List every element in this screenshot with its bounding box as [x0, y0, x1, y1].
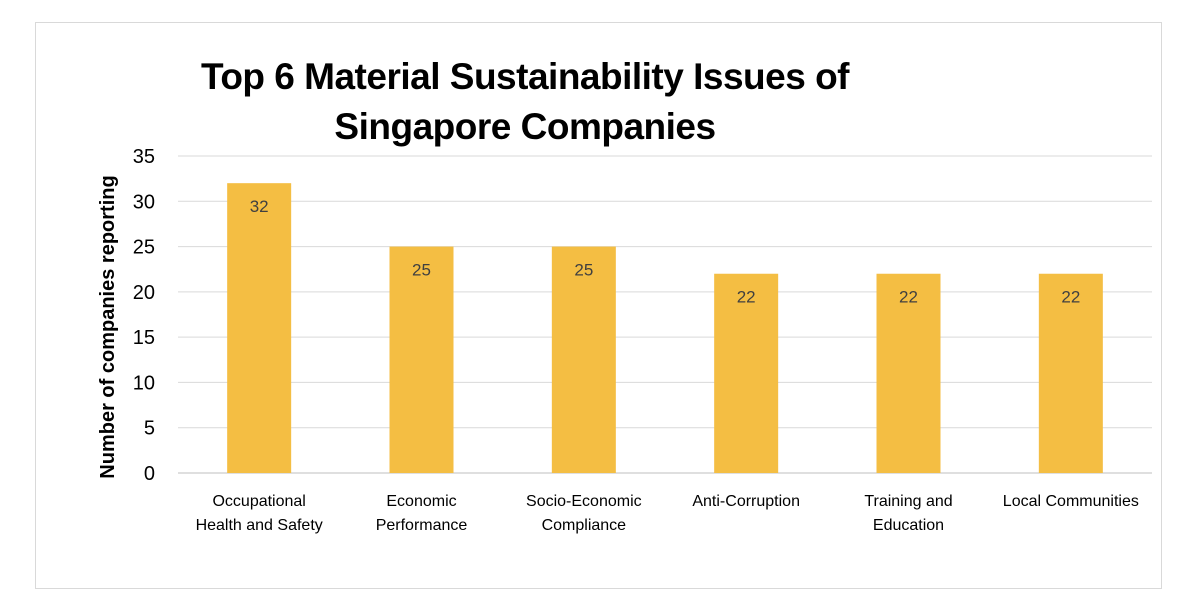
y-tick-label: 15 [133, 327, 155, 349]
y-tick-label: 0 [144, 463, 155, 485]
y-tick-label: 5 [144, 418, 155, 440]
x-category-label: Anti-Corruption [692, 493, 800, 510]
y-tick-labels: 0 5 10 15 20 25 30 35 [133, 146, 155, 485]
data-label: 22 [1061, 288, 1080, 307]
x-category-label: Local Communities [1003, 493, 1139, 510]
bar [1038, 273, 1103, 473]
bar [389, 246, 454, 473]
x-category-label: Economic Performance [376, 493, 468, 534]
bar [714, 273, 779, 473]
x-category-labels: Occupational Health and Safety Economic Per… [196, 493, 1139, 534]
data-label: 25 [412, 261, 431, 280]
gridlines [178, 155, 1152, 474]
x-category-label: Socio-Economic Compliance [526, 493, 642, 534]
chart-title-line-1: Top 6 Material Sustainability Issues of [200, 56, 850, 97]
x-category-label: Occupational Health and Safety [196, 493, 323, 534]
bar [227, 183, 292, 473]
y-tick-label: 20 [133, 282, 155, 304]
data-label: 22 [899, 288, 918, 307]
bar [551, 246, 616, 473]
data-label: 22 [737, 288, 756, 307]
y-axis-title: Number of companies reporting [97, 175, 119, 478]
y-tick-label: 30 [133, 191, 155, 213]
bars [227, 183, 1103, 473]
data-label: 25 [574, 261, 593, 280]
chart-title: Top 6 Material Sustainability Issues of … [0, 52, 1050, 152]
chart-title-line-2: Singapore Companies [334, 106, 716, 147]
data-labels: 32 25 25 22 22 22 [250, 197, 1081, 307]
y-tick-label: 25 [133, 237, 155, 259]
y-tick-label: 35 [133, 146, 155, 168]
y-tick-label: 10 [133, 372, 155, 394]
bar [876, 273, 941, 473]
x-category-label: Training and Education [864, 493, 952, 534]
data-label: 32 [250, 197, 269, 216]
